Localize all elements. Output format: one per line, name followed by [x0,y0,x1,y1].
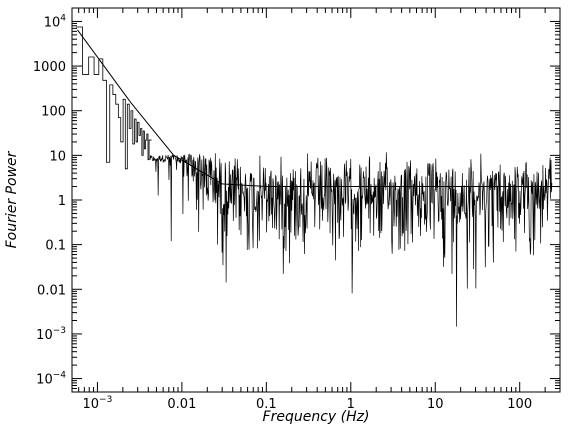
x-tick-label: 100 [507,397,532,412]
y-tick-label: 104 [44,13,67,30]
y-tick-label: 1000 [33,60,66,75]
model-line-group [77,29,560,188]
spectrum-low-frequency-steps [76,26,152,170]
y-tick-label: 1 [58,194,66,209]
y-tick-label: 100 [41,105,66,120]
x-axis-title: Frequency (Hz) [263,409,370,425]
y-tick-label: 10−4 [36,371,66,388]
y-tick-label: 10−3 [36,326,66,343]
spectrum-high-frequency-noise [149,152,553,327]
model-power-law-line [77,29,560,188]
y-axis-title: Fourier Power [4,150,20,248]
y-tick-label: 0.1 [45,239,66,254]
x-tick-label: 0.1 [256,397,277,412]
x-tick-label: 10 [427,397,444,412]
x-tick-label: 10−3 [83,395,113,412]
plot-data-area [76,26,553,327]
axis-tick-labels: 10−3 0.01 0.1 1 10 100 10−4 10−3 0.01 0.1 1 10 100 10… [33,13,532,412]
y-tick-label: 0.01 [37,283,66,298]
y-tick-label: 10 [49,149,66,164]
x-tick-label: 0.01 [167,397,196,412]
axis-ticks [71,7,561,393]
x-tick-label: 1 [347,397,355,412]
